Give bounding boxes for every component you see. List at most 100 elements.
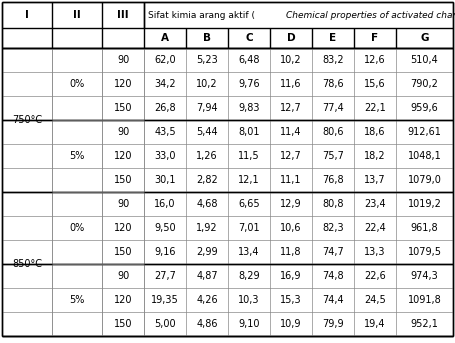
Text: 150: 150 [114,103,132,113]
Text: 2,99: 2,99 [196,247,218,257]
Text: 790,2: 790,2 [410,79,439,89]
Text: 150: 150 [114,247,132,257]
Text: 34,2: 34,2 [154,79,176,89]
Text: 22,6: 22,6 [364,271,386,281]
Text: 26,8: 26,8 [154,103,176,113]
Text: 16,0: 16,0 [154,199,176,209]
Text: 5,00: 5,00 [154,319,176,329]
Text: 11,6: 11,6 [280,79,302,89]
Text: 1091,8: 1091,8 [408,295,441,305]
Text: 0%: 0% [69,79,85,89]
Text: 13,3: 13,3 [364,247,386,257]
Text: 22,1: 22,1 [364,103,386,113]
Text: III: III [117,10,129,20]
Text: 10,3: 10,3 [238,295,260,305]
Text: 912,61: 912,61 [408,127,441,137]
Text: 1,26: 1,26 [196,151,218,161]
Text: 90: 90 [117,271,129,281]
Text: 11,4: 11,4 [280,127,302,137]
Text: 83,2: 83,2 [322,55,344,65]
Text: 62,0: 62,0 [154,55,176,65]
Text: 79,9: 79,9 [322,319,344,329]
Text: 150: 150 [114,175,132,185]
Text: 16,9: 16,9 [280,271,302,281]
Text: 12,9: 12,9 [280,199,302,209]
Text: 9,10: 9,10 [238,319,260,329]
Text: 74,4: 74,4 [322,295,344,305]
Text: 9,50: 9,50 [154,223,176,233]
Text: 850°C: 850°C [12,259,42,269]
Text: Chemical properties of activated charcoal): Chemical properties of activated charcoa… [286,11,455,20]
Text: 18,6: 18,6 [364,127,386,137]
Text: 11,8: 11,8 [280,247,302,257]
Text: 1079,0: 1079,0 [408,175,441,185]
Text: 22,4: 22,4 [364,223,386,233]
Text: 150: 150 [114,319,132,329]
Text: 11,1: 11,1 [280,175,302,185]
Text: 90: 90 [117,127,129,137]
Text: F: F [371,33,379,43]
Text: 15,3: 15,3 [280,295,302,305]
Text: 2,82: 2,82 [196,175,218,185]
Text: 90: 90 [117,199,129,209]
Text: 19,4: 19,4 [364,319,386,329]
Text: 4,26: 4,26 [196,295,218,305]
Text: 11,5: 11,5 [238,151,260,161]
Text: 5,44: 5,44 [196,127,218,137]
Text: 959,6: 959,6 [410,103,438,113]
Text: 12,7: 12,7 [280,103,302,113]
Text: 12,6: 12,6 [364,55,386,65]
Text: 120: 120 [114,151,132,161]
Text: 23,4: 23,4 [364,199,386,209]
Text: 9,16: 9,16 [154,247,176,257]
Text: 4,86: 4,86 [196,319,218,329]
Text: 4,68: 4,68 [196,199,218,209]
Text: 1079,5: 1079,5 [408,247,441,257]
Text: 77,4: 77,4 [322,103,344,113]
Text: I: I [25,10,29,20]
Text: 1048,1: 1048,1 [408,151,441,161]
Text: 10,2: 10,2 [280,55,302,65]
Text: 974,3: 974,3 [410,271,438,281]
Text: 18,2: 18,2 [364,151,386,161]
Text: 5%: 5% [69,151,85,161]
Text: A: A [161,33,169,43]
Text: 120: 120 [114,223,132,233]
Text: 78,6: 78,6 [322,79,344,89]
Text: 8,29: 8,29 [238,271,260,281]
Text: II: II [73,10,81,20]
Text: 74,7: 74,7 [322,247,344,257]
Text: 74,8: 74,8 [322,271,344,281]
Text: 43,5: 43,5 [154,127,176,137]
Text: 33,0: 33,0 [154,151,176,161]
Text: 5%: 5% [69,295,85,305]
Text: 13,7: 13,7 [364,175,386,185]
Text: 6,48: 6,48 [238,55,260,65]
Text: 12,1: 12,1 [238,175,260,185]
Text: G: G [420,33,429,43]
Text: 120: 120 [114,295,132,305]
Text: 510,4: 510,4 [410,55,438,65]
Text: 10,9: 10,9 [280,319,302,329]
Text: B: B [203,33,211,43]
Text: 80,8: 80,8 [322,199,344,209]
Text: 80,6: 80,6 [322,127,344,137]
Text: 6,65: 6,65 [238,199,260,209]
Text: 76,8: 76,8 [322,175,344,185]
Text: 10,2: 10,2 [196,79,218,89]
Text: E: E [329,33,337,43]
Text: 5,23: 5,23 [196,55,218,65]
Text: 7,01: 7,01 [238,223,260,233]
Text: 12,7: 12,7 [280,151,302,161]
Text: D: D [287,33,295,43]
Text: 30,1: 30,1 [154,175,176,185]
Text: 82,3: 82,3 [322,223,344,233]
Text: 961,8: 961,8 [411,223,438,233]
Text: 15,6: 15,6 [364,79,386,89]
Text: 7,94: 7,94 [196,103,218,113]
Text: 27,7: 27,7 [154,271,176,281]
Text: 9,76: 9,76 [238,79,260,89]
Text: 8,01: 8,01 [238,127,260,137]
Text: 120: 120 [114,79,132,89]
Text: 750°C: 750°C [12,115,42,125]
